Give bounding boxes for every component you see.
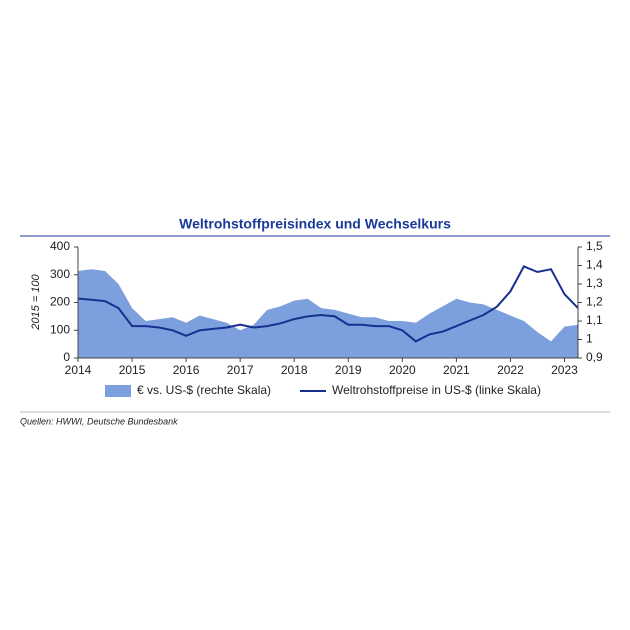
legend-label: Weltrohstoffpreise in US-$ (linke Skala)	[332, 383, 541, 397]
x-tick-label: 2014	[65, 363, 92, 377]
y2-tick-label: 1,3	[586, 276, 603, 290]
y2-tick-label: 1,1	[586, 313, 603, 327]
area	[78, 269, 578, 358]
x-tick-label: 2018	[281, 363, 308, 377]
y-tick-label: 200	[50, 295, 70, 309]
y-tick-label: 100	[50, 322, 70, 336]
y2-tick-label: 0,9	[586, 350, 603, 364]
y-axis-label: 2015 = 100	[30, 273, 42, 330]
y-tick-label: 0	[63, 350, 70, 364]
y2-tick-label: 1,5	[586, 239, 603, 253]
source: Quellen: HWWI, Deutsche Bundesbank	[20, 416, 178, 426]
y-tick-label: 400	[50, 239, 70, 253]
chart-title: Weltrohstoffpreisindex und Wechselkurs	[179, 216, 451, 232]
x-tick-label: 2020	[389, 363, 416, 377]
line	[77, 265, 579, 343]
x-tick-label: 2021	[443, 363, 470, 377]
y2-tick-label: 1	[586, 332, 593, 346]
legend-label: € vs. US-$ (rechte Skala)	[137, 383, 271, 397]
y-tick-label: 300	[50, 267, 70, 281]
x-tick-label: 2017	[227, 363, 254, 377]
x-tick-label: 2015	[119, 363, 146, 377]
y2-tick-label: 1,2	[586, 295, 603, 309]
x-tick-label: 2023	[551, 363, 578, 377]
legend-swatch	[105, 385, 131, 397]
x-tick-label: 2022	[497, 363, 524, 377]
y2-tick-label: 1,4	[586, 258, 603, 272]
x-tick-label: 2016	[173, 363, 200, 377]
x-tick-label: 2019	[335, 363, 362, 377]
